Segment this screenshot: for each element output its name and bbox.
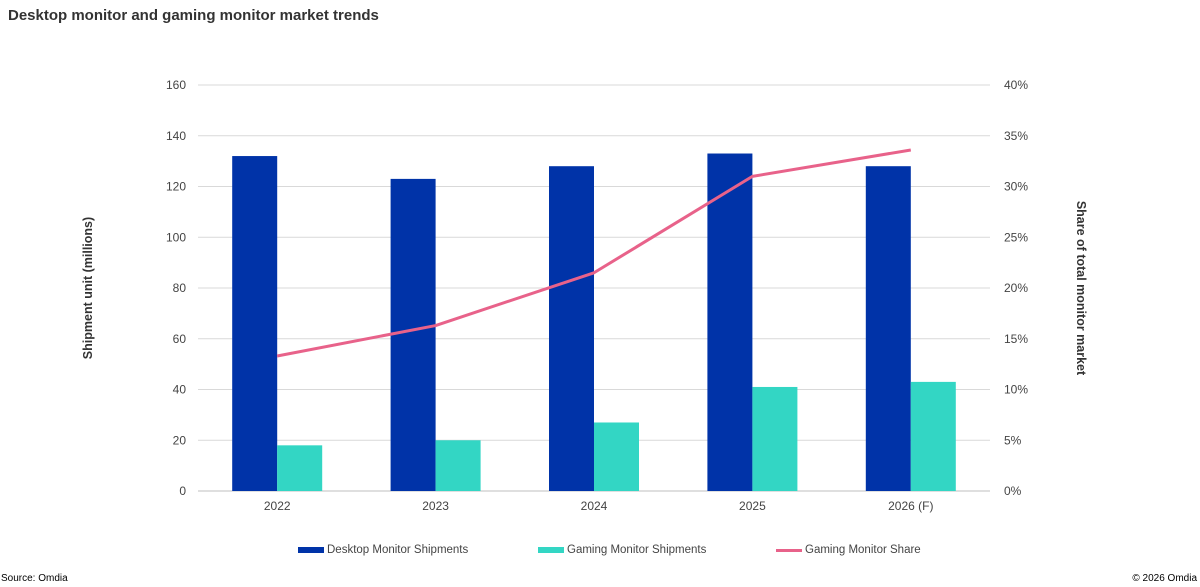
y-right-tick-label: 10%	[1004, 383, 1028, 397]
x-tick-label: 2025	[739, 499, 766, 513]
x-tick-label: 2023	[422, 499, 449, 513]
bar-desktop-shipments	[390, 178, 436, 491]
legend-label-gaming: Gaming Monitor Shipments	[567, 544, 707, 556]
y-left-tick-label: 20	[173, 433, 187, 447]
x-tick-label: 2026 (F)	[888, 499, 933, 513]
copyright-note: © 2026 Omdia	[1132, 573, 1197, 584]
bar-gaming-shipments	[752, 386, 798, 491]
chart-title: Desktop monitor and gaming monitor marke…	[8, 7, 379, 24]
legend-item-share: Gaming Monitor Share	[776, 544, 921, 556]
y-left-tick-label: 0	[179, 484, 186, 498]
legend-label-share: Gaming Monitor Share	[805, 544, 921, 556]
bar-desktop-shipments	[549, 166, 594, 491]
y-right-tick-label: 30%	[1004, 180, 1028, 194]
x-tick-label: 2024	[581, 499, 608, 513]
legend-swatch-share	[776, 548, 802, 552]
y-right-axis-title: Share of total monitor market	[1074, 201, 1088, 376]
y-left-tick-label: 100	[166, 230, 186, 244]
legend-label-desktop: Desktop Monitor Shipments	[327, 544, 469, 556]
legend-swatch-gaming	[538, 547, 564, 553]
y-left-tick-label: 120	[166, 180, 186, 194]
bar-gaming-shipments	[594, 422, 639, 491]
y-right-tick-label: 40%	[1004, 78, 1028, 92]
bar-gaming-shipments	[277, 445, 323, 491]
y-right-tick-label: 5%	[1004, 433, 1022, 447]
x-tick-label: 2022	[264, 499, 291, 513]
y-left-tick-label: 160	[166, 78, 186, 92]
y-left-axis-title: Shipment unit (millions)	[81, 217, 95, 359]
y-right-tick-label: 20%	[1004, 281, 1028, 295]
legend-swatch-desktop	[298, 547, 324, 553]
bar-desktop-shipments	[865, 166, 911, 491]
y-right-tick-label: 35%	[1004, 129, 1028, 143]
y-left-tick-label: 140	[166, 129, 186, 143]
y-right-tick-label: 25%	[1004, 230, 1028, 244]
legend-item-gaming: Gaming Monitor Shipments	[538, 544, 706, 556]
bar-gaming-shipments	[435, 440, 481, 491]
y-left-tick-label: 80	[173, 281, 187, 295]
legend: Desktop Monitor Shipments Gaming Monitor…	[0, 544, 1200, 562]
bar-gaming-shipments	[910, 381, 956, 491]
y-left-tick-label: 40	[173, 383, 187, 397]
source-note: Source: Omdia	[1, 573, 68, 584]
y-left-tick-label: 60	[173, 332, 187, 346]
legend-item-desktop: Desktop Monitor Shipments	[298, 544, 468, 556]
y-right-tick-label: 0%	[1004, 484, 1022, 498]
combo-chart: 0 20 40 60 80 100 120 140 160 0% 5% 10% 15% 20% 25% 30%…	[81, 78, 1088, 513]
y-right-tick-label: 15%	[1004, 332, 1028, 346]
bar-desktop-shipments	[707, 153, 753, 491]
bar-desktop-shipments	[232, 156, 278, 492]
